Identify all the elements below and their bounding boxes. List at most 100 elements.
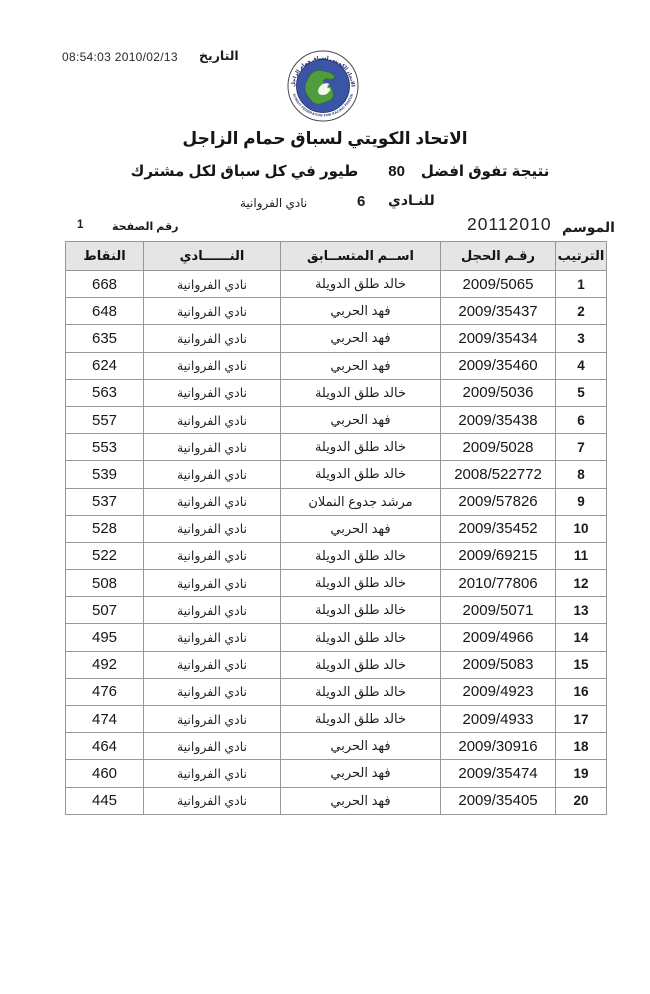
rank-cell: 6 bbox=[555, 405, 607, 435]
points-cell: 508 bbox=[65, 569, 144, 598]
rank-cell: 5 bbox=[555, 378, 607, 407]
club-header: النــــــادي bbox=[143, 241, 281, 271]
rank-cell: 20 bbox=[555, 786, 607, 815]
club-cell: نادي الفروانية bbox=[143, 786, 281, 815]
name-cell: فهد الحربي bbox=[280, 297, 441, 326]
points-cell: 624 bbox=[65, 351, 144, 380]
subtitle-left-text: طيور في كل سباق لكل مشترك bbox=[130, 163, 359, 180]
page-number-value: 1 bbox=[77, 219, 84, 231]
rank-cell: 7 bbox=[555, 433, 607, 462]
club-cell: نادي الفروانية bbox=[143, 759, 281, 788]
points-cell: 668 bbox=[65, 269, 144, 299]
rank-cell: 3 bbox=[555, 324, 607, 353]
points-cell: 507 bbox=[65, 596, 144, 625]
club-cell: نادي الفروانية bbox=[143, 297, 281, 326]
ring-cell: 2008/522772 bbox=[440, 460, 556, 489]
table-row: 7 2009/5028 خالد طلق الدويلة نادي الفروانية… bbox=[65, 433, 607, 462]
ring-cell: 2010/77806 bbox=[440, 569, 556, 598]
points-cell: 539 bbox=[65, 460, 144, 489]
club-label: للنـادي bbox=[388, 192, 435, 208]
club-cell: نادي الفروانية bbox=[143, 378, 281, 407]
name-cell: خالد طلق الدويلة bbox=[280, 677, 441, 707]
table-row: 20 2009/35405 فهد الحربي نادي الفروانية 445 bbox=[65, 786, 607, 815]
ring-cell: 2009/4923 bbox=[440, 677, 556, 707]
name-cell: فهد الحربي bbox=[280, 324, 441, 353]
name-cell: خالد طلق الدويلة bbox=[280, 596, 441, 625]
points-cell: 553 bbox=[65, 433, 144, 462]
subtitle-right-text: نتيجة تفوق افضل bbox=[420, 163, 550, 180]
club-cell: نادي الفروانية bbox=[143, 324, 281, 353]
club-cell: نادي الفروانية bbox=[143, 351, 281, 380]
ring-cell: 2009/5071 bbox=[440, 596, 556, 625]
table-row: 2 2009/35437 فهد الحربي نادي الفروانية 648 bbox=[65, 297, 607, 326]
points-cell: 474 bbox=[65, 704, 144, 734]
table-row: 11 2009/69215 خالد طلق الدويلة نادي الفروان… bbox=[65, 541, 607, 571]
date-label: التاريخ bbox=[199, 49, 239, 63]
season-value: 20112010 bbox=[467, 214, 552, 234]
points-header: النقاط bbox=[65, 241, 144, 271]
table-row: 4 2009/35460 فهد الحربي نادي الفروانية 624 bbox=[65, 351, 607, 380]
rank-cell: 14 bbox=[555, 623, 607, 652]
club-cell: نادي الفروانية bbox=[143, 269, 281, 299]
table-row: 8 2008/522772 خالد طلق الدويلة نادي الفروان… bbox=[65, 460, 607, 489]
name-cell: خالد طلق الدويلة bbox=[280, 650, 441, 679]
table-row: 13 2009/5071 خالد طلق الدويلة نادي الفرواني… bbox=[65, 596, 607, 625]
points-cell: 522 bbox=[65, 541, 144, 571]
results-table: الترتيب رقـم الحجل اســم المتســابق النـ… bbox=[65, 241, 607, 815]
ring-cell: 2009/35460 bbox=[440, 351, 556, 380]
name-cell: فهد الحربي bbox=[280, 786, 441, 815]
points-cell: 563 bbox=[65, 378, 144, 407]
club-cell: نادي الفروانية bbox=[143, 623, 281, 652]
rank-cell: 10 bbox=[555, 514, 607, 543]
points-cell: 464 bbox=[65, 732, 144, 761]
ring-cell: 2009/4966 bbox=[440, 623, 556, 652]
rank-cell: 8 bbox=[555, 460, 607, 489]
points-cell: 528 bbox=[65, 514, 144, 543]
ring-cell: 2009/35405 bbox=[440, 786, 556, 815]
club-cell: نادي الفروانية bbox=[143, 487, 281, 516]
name-cell: فهد الحربي bbox=[280, 351, 441, 380]
federation-logo-icon: الاتحاد الكويتي لسباق حمام الزاجل KUWAIT… bbox=[287, 50, 359, 122]
table-row: 6 2009/35438 فهد الحربي نادي الفروانية 557 bbox=[65, 405, 607, 435]
season-label: الموسم bbox=[562, 219, 615, 235]
subtitle-number: 80 bbox=[388, 163, 405, 180]
ring-cell: 2009/35474 bbox=[440, 759, 556, 788]
club-cell: نادي الفروانية bbox=[143, 460, 281, 489]
club-cell: نادي الفروانية bbox=[143, 541, 281, 571]
club-cell: نادي الفروانية bbox=[143, 405, 281, 435]
ring-cell: 2009/57826 bbox=[440, 487, 556, 516]
table-row: 1 2009/5065 خالد طلق الدويلة نادي الفروانية… bbox=[65, 269, 607, 299]
table-row: 14 2009/4966 خالد طلق الدويلة نادي الفرواني… bbox=[65, 623, 607, 652]
name-cell: فهد الحربي bbox=[280, 405, 441, 435]
name-cell: مرشد جدوع النملان bbox=[280, 487, 441, 516]
club-cell: نادي الفروانية bbox=[143, 732, 281, 761]
rank-cell: 15 bbox=[555, 650, 607, 679]
club-cell: نادي الفروانية bbox=[143, 650, 281, 679]
table-row: 10 2009/35452 فهد الحربي نادي الفروانية 528 bbox=[65, 514, 607, 543]
name-cell: فهد الحربي bbox=[280, 759, 441, 788]
ring-cell: 2009/35437 bbox=[440, 297, 556, 326]
date-value: 08:54:03 2010/02/13 bbox=[62, 50, 178, 64]
ring-cell: 2009/35434 bbox=[440, 324, 556, 353]
points-cell: 495 bbox=[65, 623, 144, 652]
points-cell: 635 bbox=[65, 324, 144, 353]
ring-cell: 2009/5083 bbox=[440, 650, 556, 679]
pigeon-icon bbox=[318, 83, 331, 96]
rank-cell: 12 bbox=[555, 569, 607, 598]
rank-cell: 2 bbox=[555, 297, 607, 326]
table-row: 16 2009/4923 خالد طلق الدويلة نادي الفرواني… bbox=[65, 677, 607, 707]
name-cell: خالد طلق الدويلة bbox=[280, 623, 441, 652]
name-cell: خالد طلق الدويلة bbox=[280, 269, 441, 299]
header-row: الترتيب رقـم الحجل اســم المتســابق النـ… bbox=[65, 241, 607, 271]
rank-header: الترتيب bbox=[555, 241, 607, 271]
rank-cell: 16 bbox=[555, 677, 607, 707]
club-cell: نادي الفروانية bbox=[143, 433, 281, 462]
competitor-name-header: اســم المتســابق bbox=[280, 241, 441, 271]
name-cell: خالد طلق الدويلة bbox=[280, 569, 441, 598]
name-cell: فهد الحربي bbox=[280, 514, 441, 543]
points-cell: 460 bbox=[65, 759, 144, 788]
ring-cell: 2009/4933 bbox=[440, 704, 556, 734]
ring-cell: 2009/5065 bbox=[440, 269, 556, 299]
name-cell: خالد طلق الدويلة bbox=[280, 433, 441, 462]
